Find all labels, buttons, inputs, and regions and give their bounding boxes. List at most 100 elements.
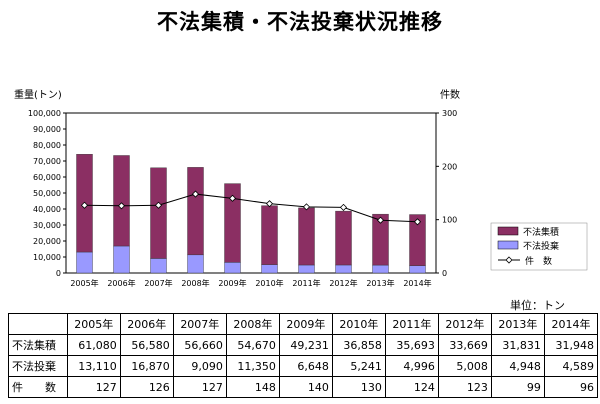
y-tick-label: 50,000 [33, 189, 61, 198]
right-axis: 0 100 200 300 [436, 109, 457, 278]
y2-tick-label: 300 [442, 109, 457, 118]
table-cell: 16,870 [119, 355, 174, 377]
y-tick-label: 90,000 [33, 125, 61, 134]
y-tick-label: 70,000 [33, 157, 61, 166]
bar-accumulation [409, 214, 426, 266]
count-point [339, 203, 348, 211]
table-cell: 123 [437, 376, 492, 398]
y-tick-label: 10,000 [33, 253, 61, 262]
bar-dumping [150, 258, 167, 274]
table-cell: 4,589 [543, 355, 599, 377]
bar-dumping [224, 262, 241, 274]
table-year-header: 2009年 [278, 313, 333, 335]
table-header-row: 2005年 2006年 2007年 2008年 2009年 2010年 2011年 2012年… [8, 313, 599, 335]
y-tick-label: 20,000 [33, 237, 61, 246]
table-cell: 5,008 [437, 355, 492, 377]
table-row-label: 件 数 [8, 376, 68, 398]
table-cell: 4,996 [384, 355, 439, 377]
count-point [228, 194, 237, 202]
count-point [117, 202, 126, 210]
y-tick-label: 80,000 [33, 141, 61, 150]
x-tick-label: 2010年 [255, 278, 283, 288]
table-cell: 124 [384, 376, 439, 398]
bar-accumulation [187, 167, 204, 256]
x-tick-label: 2014年 [403, 278, 431, 288]
table-cell: 56,660 [172, 334, 227, 356]
table-row: 不法投棄 13,110 16,870 9,090 11,350 6,648 5,241 4,9… [8, 355, 599, 377]
table-cell: 126 [119, 376, 174, 398]
table-row: 件 数 127 126 127 148 140 130 124 123 99 96 [8, 376, 599, 398]
table-year-header: 2010年 [331, 313, 386, 335]
x-tick-label: 2009年 [218, 278, 246, 288]
x-tick-label: 2011年 [292, 278, 320, 288]
table-year-header: 2014年 [543, 313, 599, 335]
x-tick-label: 2013年 [366, 278, 394, 288]
bar-accumulation [335, 210, 352, 266]
table-row-label: 不法集積 [8, 334, 68, 356]
y-tick-label: 60,000 [33, 173, 61, 182]
table-cell: 9,090 [172, 355, 227, 377]
count-point [265, 200, 274, 208]
legend-swatch-count-marker [505, 256, 513, 264]
y2-axis-label: 件数 [440, 88, 460, 101]
table-year-header: 2007年 [172, 313, 227, 335]
y2-tick-label: 100 [442, 216, 457, 225]
table-cell: 127 [66, 376, 121, 398]
table-cell: 99 [490, 376, 545, 398]
count-point [80, 201, 89, 209]
table-cell: 5,241 [331, 355, 386, 377]
bar-dumping [113, 245, 130, 274]
bar-dumping [409, 265, 426, 274]
x-tick-label: 2006年 [107, 278, 135, 288]
table-cell: 4,948 [490, 355, 545, 377]
legend-label-accumulation: 不法集積 [523, 226, 559, 238]
table-row: 不法集積 61,080 56,580 56,660 54,670 49,231 36,858… [8, 334, 599, 356]
chart-title: 不法集積・不法投棄状況推移 [157, 10, 443, 34]
count-point [154, 201, 163, 209]
legend-label-dumping: 不法投棄 [523, 240, 559, 252]
table-cell: 36,858 [331, 334, 386, 356]
table-corner-cell [8, 313, 68, 335]
y2-tick-label: 200 [442, 162, 457, 171]
bar-dumping [298, 264, 315, 274]
bar-dumping [372, 264, 389, 274]
table-cell: 148 [225, 376, 280, 398]
bar-accumulation [150, 167, 167, 259]
bar-series [76, 154, 426, 274]
table-cell: 31,948 [543, 334, 599, 356]
table-cell: 96 [543, 376, 599, 398]
count-line [84, 193, 418, 223]
x-tick-label: 2012年 [329, 278, 357, 288]
table-year-header: 2011年 [384, 313, 439, 335]
x-tick-label: 2007年 [144, 278, 172, 288]
table-cell: 33,669 [437, 334, 492, 356]
bar-accumulation [261, 205, 278, 265]
y-tick-label: 0 [56, 269, 61, 278]
legend-swatch-dumping [497, 240, 519, 250]
bar-accumulation [113, 155, 130, 247]
x-axis: 2005年 2006年 2007年 2008年 2009年 2010年 2011年 2012年… [70, 278, 431, 288]
data-table: 2005年 2006年 2007年 2008年 2009年 2010年 2011年 2012年… [8, 313, 599, 398]
bar-dumping [187, 254, 204, 274]
table-cell: 31,831 [490, 334, 545, 356]
table-cell: 54,670 [225, 334, 280, 356]
count-line-series [80, 190, 422, 226]
table-cell: 6,648 [278, 355, 333, 377]
table-year-header: 2012年 [437, 313, 492, 335]
table-cell: 130 [331, 376, 386, 398]
count-point [376, 216, 385, 224]
unit-label: 単位：トン [510, 299, 565, 312]
x-tick-label: 2005年 [70, 278, 98, 288]
bar-accumulation [298, 207, 315, 266]
legend-swatch-accumulation [497, 226, 519, 236]
bar-accumulation [224, 183, 241, 263]
table-year-header: 2013年 [490, 313, 545, 335]
table-cell: 140 [278, 376, 333, 398]
bar-dumping [335, 264, 352, 274]
y-tick-label: 100,000 [28, 109, 61, 118]
table-cell: 13,110 [66, 355, 121, 377]
y-tick-label: 30,000 [33, 221, 61, 230]
table-year-header: 2008年 [225, 313, 280, 335]
y-axis-label: 重量(トン) [14, 88, 62, 101]
bar-dumping [76, 251, 93, 274]
